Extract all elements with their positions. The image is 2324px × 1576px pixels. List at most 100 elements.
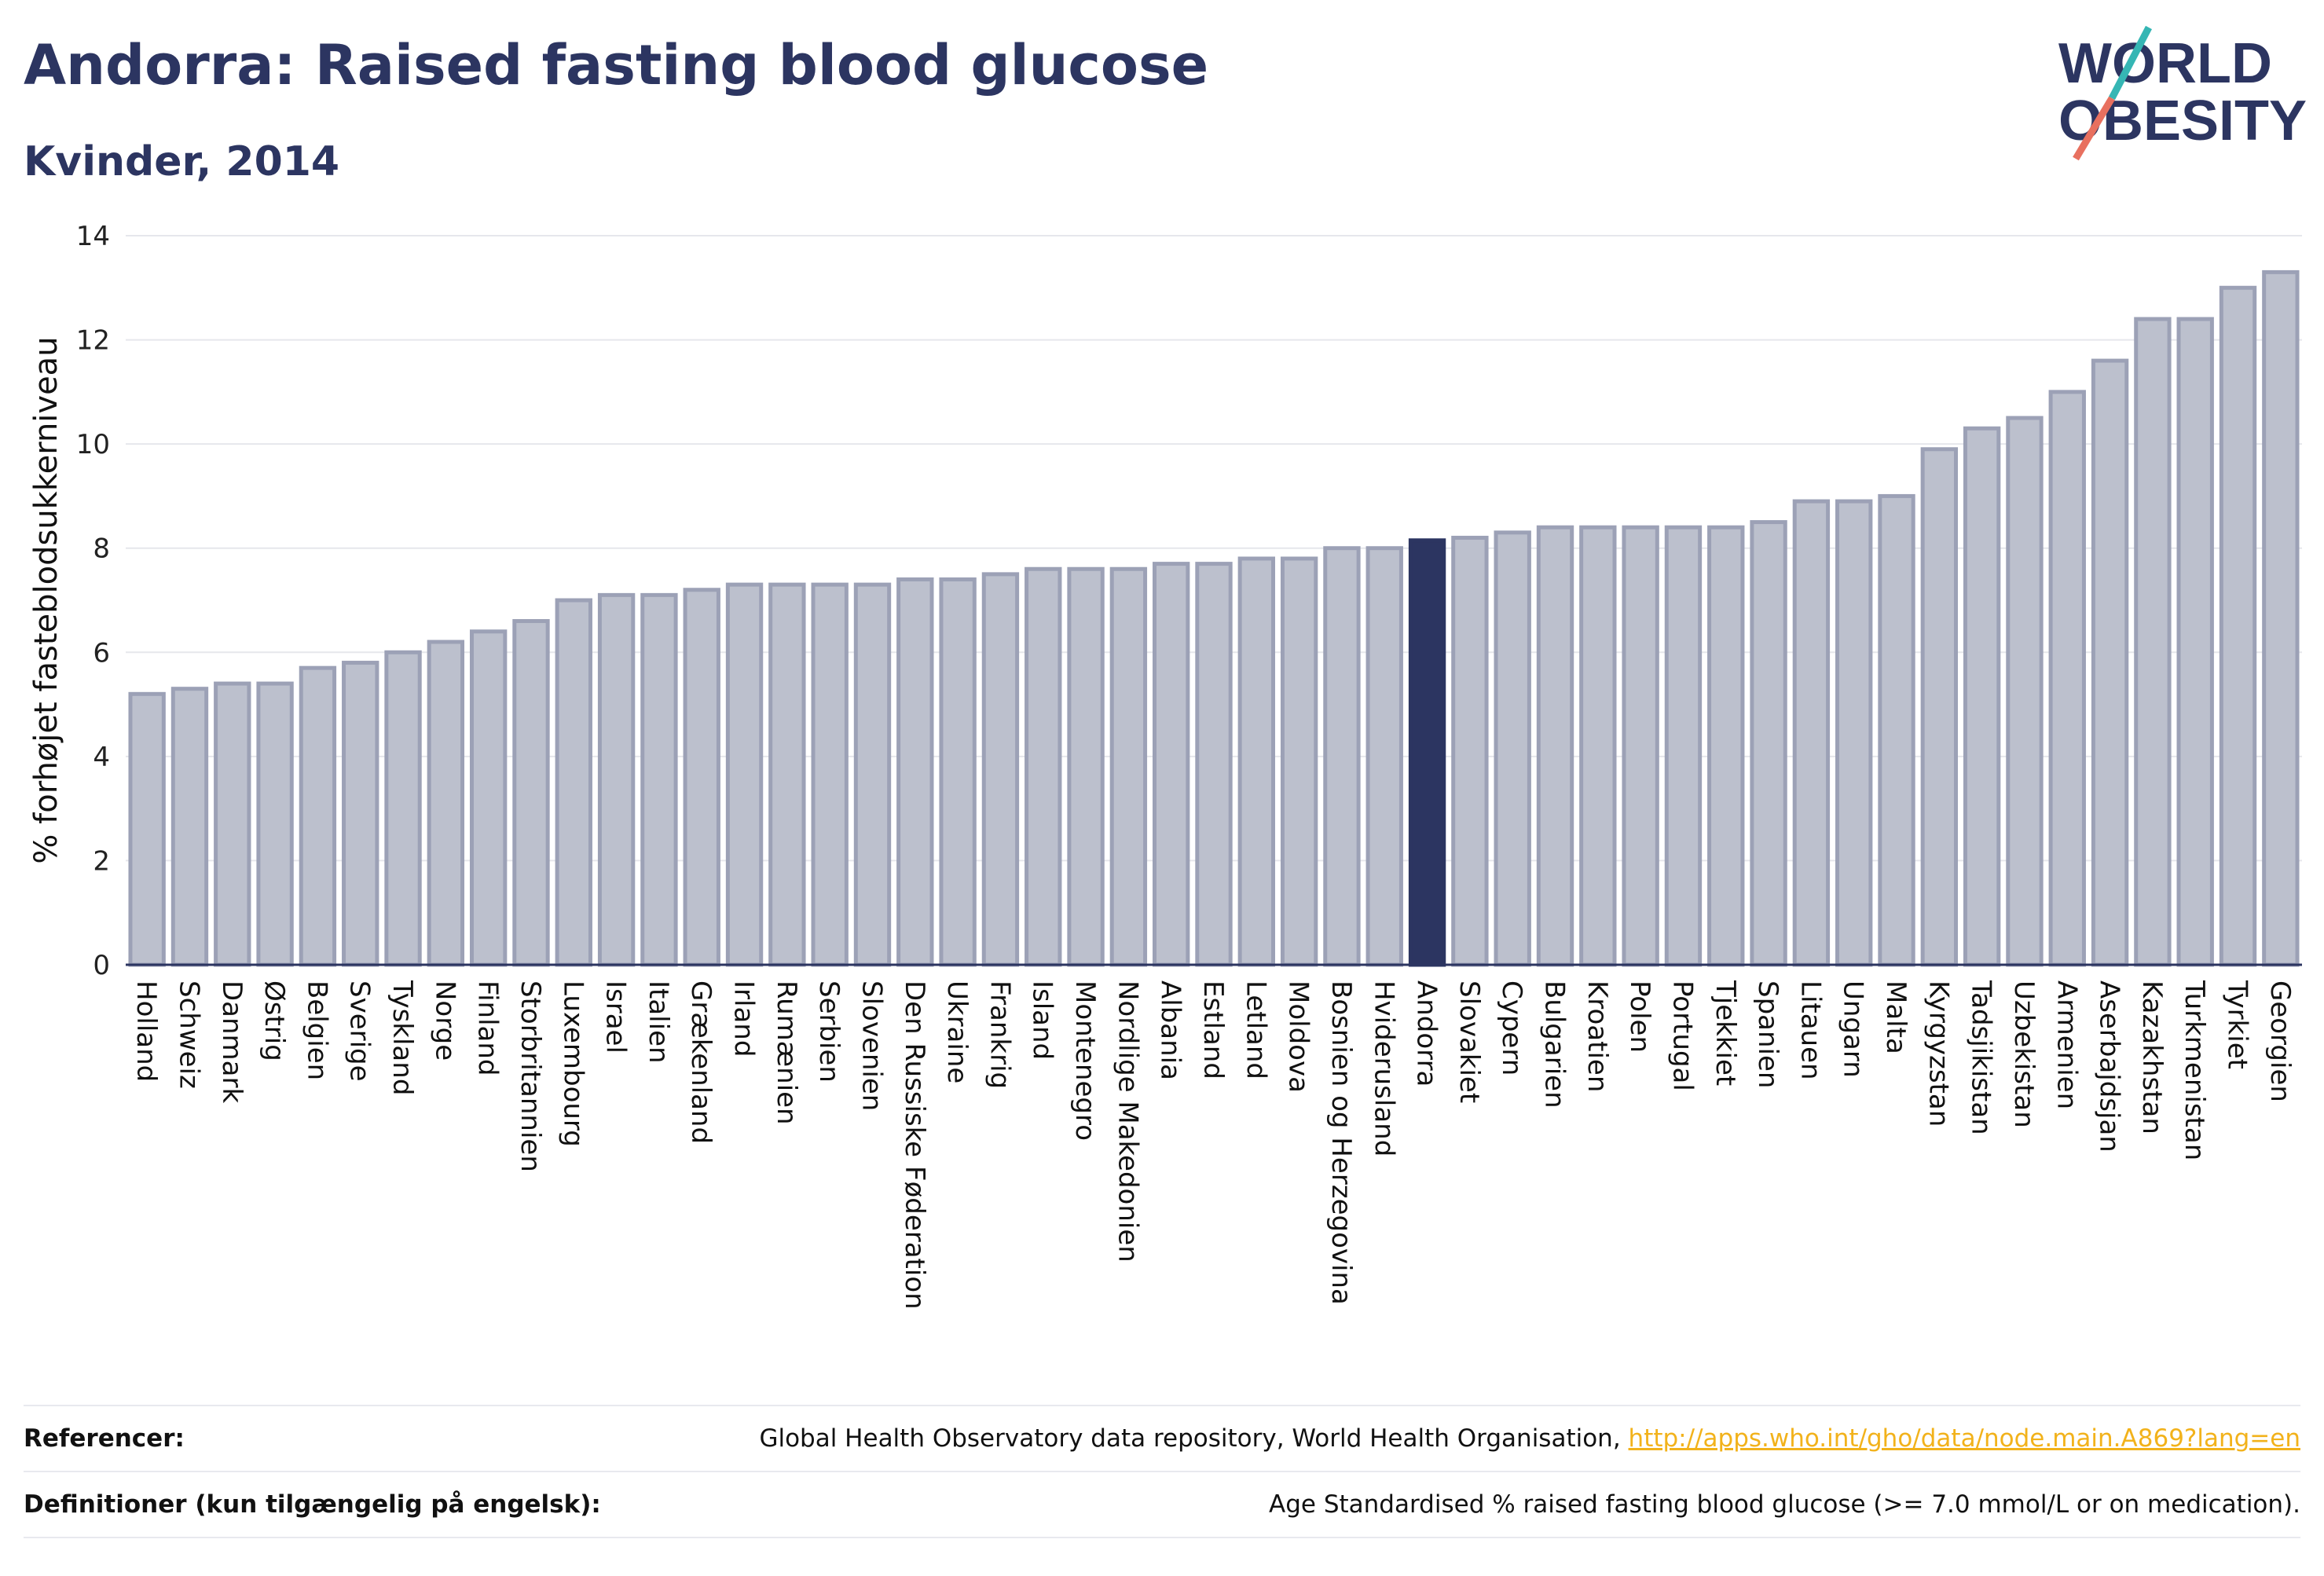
bar-danmark	[214, 681, 251, 967]
bar-malta	[1878, 493, 1915, 967]
x-tick-label: Frankrig	[984, 980, 1015, 1089]
bar-estland	[1195, 562, 1233, 967]
x-tick-label: Montenegro	[1069, 980, 1101, 1141]
y-axis-ticks: 0 2 4 6 8 10 12 14	[76, 221, 110, 981]
x-tick-label: Slovakiet	[1453, 980, 1485, 1103]
bar-tjekkiet	[1707, 525, 1745, 967]
bar-bulgarien	[1536, 525, 1574, 967]
x-tick-label: Polen	[1624, 980, 1655, 1053]
bars	[128, 269, 2300, 967]
x-tick-label: Estland	[1197, 980, 1229, 1079]
bar-hviderusland	[1365, 546, 1403, 967]
bar-bosnien-og-herzegovina	[1323, 546, 1361, 967]
bar-letland	[1237, 556, 1275, 967]
bar-norge	[427, 640, 465, 967]
x-tick-label: Luxembourg	[557, 980, 588, 1147]
bar-slovakiet	[1451, 535, 1489, 967]
bar-serbien	[811, 582, 849, 967]
bar-spanien	[1750, 520, 1787, 967]
x-tick-label: Island	[1027, 980, 1058, 1060]
bar-kroatien	[1579, 525, 1617, 967]
x-tick-label: Bulgarien	[1539, 980, 1571, 1109]
bar-georgien	[2262, 269, 2300, 967]
y-tick-label: 0	[93, 950, 110, 981]
x-tick-label: Grækenland	[685, 980, 717, 1144]
chart-title: Andorra: Raised fasting blood glucose	[24, 33, 1209, 97]
bar-uzbekistan	[2006, 416, 2044, 967]
x-tick-label: Moldova	[1283, 980, 1314, 1093]
y-tick-label: 2	[93, 845, 110, 877]
bar-portugal	[1664, 525, 1703, 967]
logo-teal-slash	[2109, 25, 2152, 101]
references-label: Referencer:	[24, 1424, 185, 1453]
bar-chart: 0 2 4 6 8 10 12 14 Holland Schweiz Danmark Østrig B…	[28, 221, 2302, 1310]
footer-divider	[24, 1537, 2300, 1538]
bar-belgien	[299, 665, 337, 967]
x-tick-label: Finland	[472, 980, 504, 1076]
bar-kazakhstan	[2134, 317, 2172, 967]
x-tick-label: Hviderusland	[1368, 980, 1399, 1156]
bar-israel	[597, 592, 636, 967]
x-tick-label: Kroatien	[1582, 980, 1613, 1092]
x-tick-label: Ukraine	[941, 980, 973, 1083]
bar-island	[1025, 566, 1062, 967]
bar-rumænien	[768, 582, 806, 967]
logo-coral-slash	[2073, 96, 2115, 161]
footer-divider	[24, 1405, 2300, 1406]
definitions-row: Definitioner (kun tilgængelig på engelsk…	[24, 1474, 2300, 1535]
x-tick-label: Nordlige Makedonien	[1112, 980, 1143, 1263]
bar-frankrig	[981, 572, 1020, 967]
bar-luxembourg	[555, 598, 592, 967]
x-tick-label: Tyrkiet	[2222, 980, 2253, 1069]
x-tick-label: Armenien	[2051, 980, 2082, 1109]
bar-tadsjikistan	[1963, 426, 2001, 967]
x-tick-label: Uzbekistan	[2008, 980, 2040, 1128]
y-tick-label: 14	[76, 221, 110, 252]
x-tick-label: Norge	[429, 980, 460, 1061]
y-tick-label: 10	[76, 429, 110, 460]
x-tick-label: Spanien	[1752, 980, 1783, 1088]
x-tick-label: Belgien	[301, 980, 332, 1080]
x-tick-label: Portugal	[1666, 980, 1698, 1091]
x-tick-label: Serbien	[813, 980, 845, 1083]
bar-sverige	[342, 661, 379, 967]
bar-nordlige-makedonien	[1109, 566, 1148, 967]
references-text: Global Health Observatory data repositor…	[759, 1424, 1621, 1453]
bar-moldova	[1280, 556, 1318, 967]
logo-line1: WORLD	[2058, 32, 2272, 95]
x-tick-label: Kyrgyzstan	[1923, 980, 1954, 1127]
x-tick-label: Italien	[643, 980, 674, 1064]
x-tick-label: Turkmenistan	[2179, 980, 2210, 1160]
bar-litauen	[1792, 499, 1831, 967]
bar-polen	[1622, 525, 1659, 967]
bar-holland	[128, 691, 166, 967]
x-tick-label: Danmark	[216, 980, 247, 1103]
definitions-label: Definitioner (kun tilgængelig på engelsk…	[24, 1490, 601, 1519]
bar-turkmenistan	[2176, 317, 2214, 967]
bar-ungarn	[1835, 499, 1873, 967]
bar-ukraine	[939, 577, 977, 967]
bar-finland	[469, 629, 508, 967]
bar-andorra	[1408, 538, 1446, 967]
x-tick-label: Kazakhstan	[2136, 980, 2168, 1134]
x-tick-label: Andorra	[1411, 980, 1442, 1087]
x-tick-label: Ungarn	[1838, 980, 1869, 1078]
bar-østrig	[256, 681, 294, 967]
x-tick-label: Storbritannien	[515, 980, 546, 1172]
x-tick-label: Israel	[600, 980, 632, 1054]
x-tick-label: Malta	[1880, 980, 1912, 1054]
chart-subtitle: Kvinder, 2014	[24, 138, 340, 185]
definitions-text: Age Standardised % raised fasting blood …	[1269, 1490, 2300, 1519]
footer-divider	[24, 1471, 2300, 1472]
references-link[interactable]: http://apps.who.int/gho/data/node.main.A…	[1628, 1424, 2300, 1453]
bar-montenegro	[1067, 566, 1105, 967]
references-content: Global Health Observatory data repositor…	[759, 1424, 2300, 1453]
world-obesity-logo: WORLD OBESITY	[2058, 25, 2307, 161]
bar-storbritannien	[512, 619, 550, 967]
x-tick-label: Albania	[1155, 980, 1186, 1080]
x-tick-label: Østrig	[258, 980, 290, 1061]
x-tick-label: Holland	[130, 980, 162, 1082]
bar-albania	[1153, 562, 1190, 967]
x-tick-label: Slovenien	[856, 980, 887, 1111]
x-tick-label: Tjekkiet	[1710, 980, 1741, 1086]
